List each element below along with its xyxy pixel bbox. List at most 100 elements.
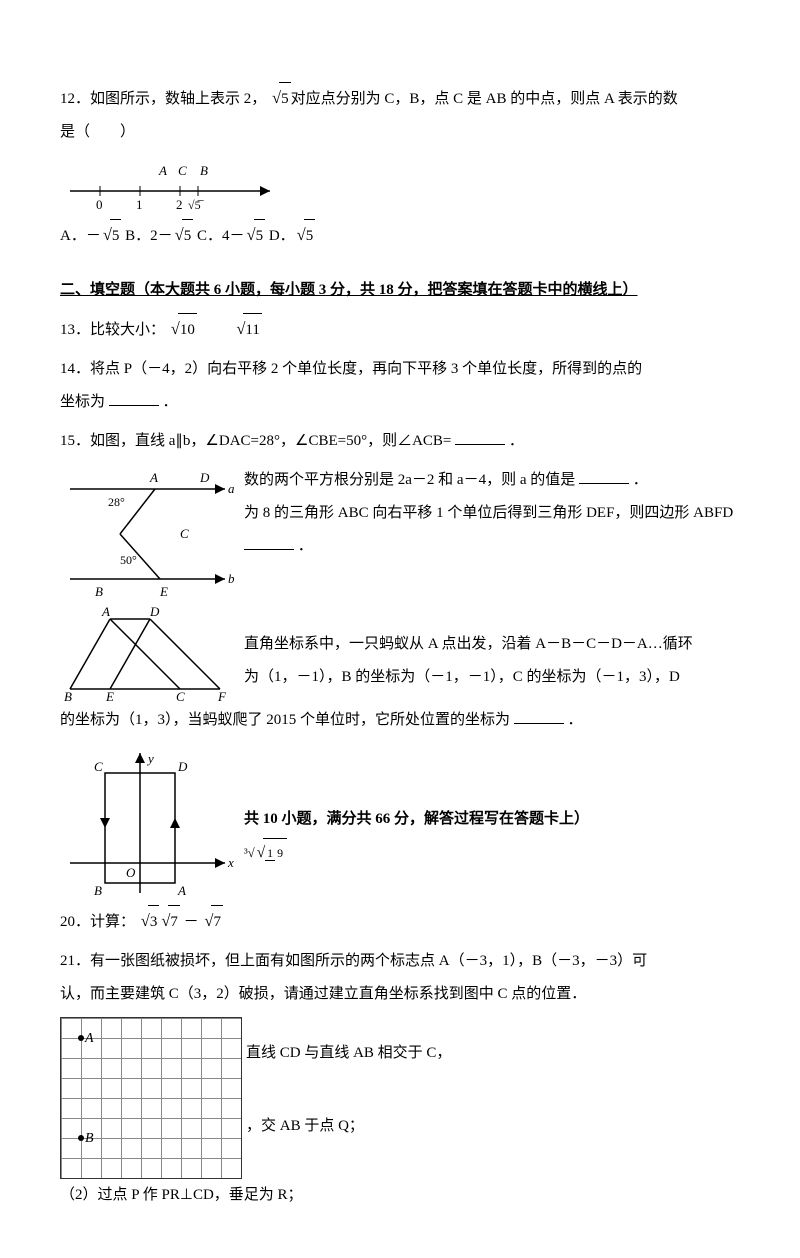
q21-text-a: 有一张图纸被损坏，但上面有如图所示的两个标志点 A（－3，1），B（－3，－3）…: [90, 953, 647, 969]
svg-text:D: D: [149, 604, 160, 619]
q21-num: 21．: [60, 953, 90, 969]
point-A: A: [158, 163, 167, 178]
q18-text-c: 的坐标为（1，3），当蚂蚁爬了 2015 个单位时，它所处位置的坐标为: [60, 712, 510, 728]
q14-blank: [109, 390, 159, 406]
q21-figure-row: A B 直线 CD 与直线 AB 相交于 C， ，交 AB 于点 Q；: [60, 1017, 740, 1179]
q15-figure: a A D 28° C b 50° B E: [60, 464, 240, 604]
q18-blank: [514, 708, 564, 724]
numberline-svg: 0 1 2 A C B √5̅: [60, 153, 290, 213]
coord-rect-svg: y x O C D B A: [60, 743, 240, 903]
q14-num: 14．: [60, 361, 90, 377]
q18-figure: y x O C D B A: [60, 743, 240, 903]
svg-text:C: C: [176, 689, 185, 704]
q15-text-a: 如图，直线 a∥b，∠DAC=28°，∠CBE=50°，则∠ACB=: [90, 433, 451, 449]
opt-A-sqrt: 5: [101, 217, 122, 253]
q18-text-b: 为（1，－1），B 的坐标为（－1，－1），C 的坐标为（－1，3），D: [244, 669, 680, 685]
q18-figure-row: y x O C D B A 共 10 小题，满分共 66 分，解答过程写在答题卡…: [60, 743, 740, 903]
q18-cont: 的坐标为（1，3），当蚂蚁爬了 2015 个单位时，它所处位置的坐标为 ．: [60, 704, 740, 737]
q12-options: A．－5 B．2－5 C．4－5 D．5: [60, 217, 740, 253]
svg-text:x: x: [227, 855, 234, 870]
tick-0: 0: [96, 197, 103, 212]
q12: 12．如图所示，数轴上表示 2， 5对应点分别为 C，B，点 C 是 AB 的中…: [60, 80, 740, 254]
q15-blank: [455, 429, 505, 445]
opt-D-sqrt: 5: [295, 217, 316, 253]
opt-C-sqrt: 5: [245, 217, 266, 253]
svg-text:D: D: [177, 759, 188, 774]
tick-1: 1: [136, 197, 143, 212]
q12-text-a: 如图所示，数轴上表示 2，: [90, 91, 270, 107]
tick-2: 2: [176, 197, 183, 212]
svg-text:E: E: [159, 584, 168, 599]
svg-text:A: A: [149, 470, 158, 485]
svg-text:C: C: [94, 759, 103, 774]
q16-text-a: 数的两个平方根分别是 2a－2 和 a－4，则 a 的值是: [244, 472, 575, 488]
opt-D: D．: [269, 228, 295, 244]
q22-text-c: （2）过点 P 作 PR⊥CD，垂足为 R；: [60, 1187, 303, 1203]
triangle-shift-svg: A D B E C F: [60, 604, 240, 704]
q15: 15．如图，直线 a∥b，∠DAC=28°，∠CBE=50°，则∠ACB= ．: [60, 425, 740, 458]
sqrt-7b: 7: [202, 903, 223, 939]
q12-text-b: 对应点分别为 C，B，点 C 是 AB 的中点，则点 A 表示的数: [291, 91, 678, 107]
sqrt-11: 11: [234, 311, 262, 347]
grid-svg: A B: [60, 1017, 242, 1179]
q17-period: ．: [298, 538, 313, 554]
q16-period: ．: [633, 472, 648, 488]
svg-text:b: b: [228, 571, 235, 586]
q18-period: ．: [568, 712, 583, 728]
q15-period: ．: [509, 433, 524, 449]
q14-text-b: 坐标为: [60, 394, 105, 410]
q13-gap: [201, 322, 231, 338]
svg-text:y: y: [146, 751, 154, 766]
sqrt-10: 10: [169, 311, 197, 347]
point-B-label: B: [85, 1124, 94, 1155]
point-B: B: [200, 163, 208, 178]
svg-text:A: A: [101, 604, 110, 619]
svg-text:B: B: [95, 584, 103, 599]
q13: 13．比较大小： 10 11: [60, 311, 740, 347]
q14-text-a: 将点 P（－4，2）向右平移 2 个单位长度，再向下平移 3 个单位长度，所得到…: [90, 361, 642, 377]
section2-header: 二、填空题（本大题共 6 小题，每小题 3 分，共 18 分，把答案填在答题卡中…: [60, 274, 740, 307]
svg-text:B: B: [64, 689, 72, 704]
sqrt5-tick: √5̅: [188, 198, 205, 212]
svg-text:F: F: [217, 689, 227, 704]
cuberoot-icon-1: [244, 846, 255, 861]
svg-text:O: O: [126, 865, 136, 880]
q17-text-a: 为 8 的三角形 ABC 向右平移 1 个单位后得到三角形 DEF，则四边形 A…: [244, 505, 733, 521]
q14: 14．将点 P（－4，2）向右平移 2 个单位长度，再向下平移 3 个单位长度，…: [60, 353, 740, 419]
q20: 20．计算： 37 － 7: [60, 903, 740, 939]
q22-c: （2）过点 P 作 PR⊥CD，垂足为 R；: [60, 1179, 740, 1212]
svg-text:E: E: [105, 689, 114, 704]
point-C: C: [178, 163, 187, 178]
q13-text: 比较大小：: [90, 322, 165, 338]
opt-A: A．－: [60, 228, 101, 244]
svg-text:A: A: [177, 883, 186, 898]
q20-cube-3: 3: [139, 903, 160, 939]
sqrt-frac: 19: [255, 836, 287, 870]
svg-text:28°: 28°: [108, 495, 125, 509]
svg-text:a: a: [228, 481, 235, 496]
opt-B: B．2－: [125, 228, 173, 244]
q21-text-b: 认，而主要建筑 C（3，2）破损，请通过建立直角坐标系找到图中 C 点的位置．: [60, 978, 740, 1011]
q17-figure-row: A D B E C F 直角坐标系中，一只蚂蚁从 A 点出发，沿着 A－B－C－…: [60, 604, 740, 704]
svg-text:B: B: [94, 883, 102, 898]
q15-figure-row: a A D 28° C b 50° B E 数的两个平方根分别是 2a－2 和 …: [60, 464, 740, 604]
opt-C: C．4－: [197, 228, 245, 244]
frac-1-9: 19: [265, 848, 285, 860]
q21-grid-figure: A B: [60, 1017, 242, 1179]
q22-text-a: 直线 CD 与直线 AB 相交于 C，: [246, 1045, 451, 1061]
section3-text: 共 10 小题，满分共 66 分，解答过程写在答题卡上）: [244, 811, 589, 827]
q18-text-a: 直角坐标系中，一只蚂蚁从 A 点出发，沿着 A－B－C－D－A…循环: [244, 636, 693, 652]
sqrt-7a: 7: [159, 903, 180, 939]
point-A-label: A: [85, 1024, 94, 1055]
opt-B-sqrt: 5: [173, 217, 194, 253]
q13-num: 13．: [60, 322, 90, 338]
q12-text-c: 是（ ）: [60, 116, 740, 149]
q17-blank: [244, 534, 294, 550]
numberline-figure: 0 1 2 A C B √5̅: [60, 153, 740, 213]
q20-minus: －: [184, 914, 199, 930]
svg-text:C: C: [180, 526, 189, 541]
sqrt-5-icon: 5: [270, 80, 291, 116]
q15-num: 15．: [60, 433, 90, 449]
svg-text:D: D: [199, 470, 210, 485]
q21: 21．有一张图纸被损坏，但上面有如图所示的两个标志点 A（－3，1），B（－3，…: [60, 945, 740, 1011]
